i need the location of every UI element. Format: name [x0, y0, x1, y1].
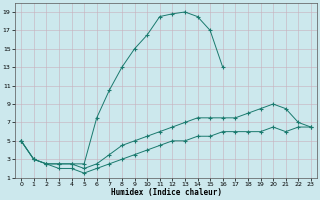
X-axis label: Humidex (Indice chaleur): Humidex (Indice chaleur) — [110, 188, 221, 197]
